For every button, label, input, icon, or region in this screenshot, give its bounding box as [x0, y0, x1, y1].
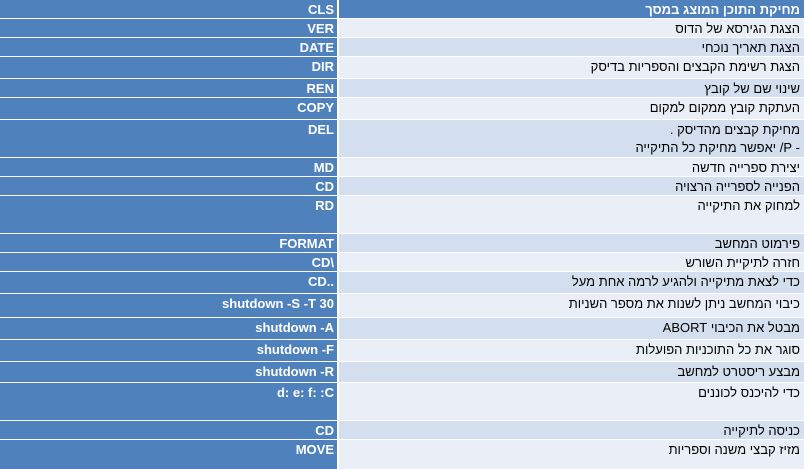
command-cell: DIR [0, 57, 337, 79]
description-cell: הצגת תאריך נוכחי [339, 38, 804, 57]
description-cell: כדי לצאת מתיקייה ולהגיע לרמה אחת מעל [339, 272, 804, 294]
description-cell: יצירת ספרייה חדשה [339, 158, 804, 177]
table-row: shutdown -A מבטל את הכיבוי ABORT [0, 318, 804, 340]
command-cell: FORMAT [0, 234, 337, 253]
description-cell: כדי להיכנס לכוננים [339, 383, 804, 421]
description-cell: מחיקת קבצים מהדיסק . - P/ יאפשר מחיקת כל… [339, 120, 804, 158]
header-command-cell: CLS [0, 0, 337, 19]
table-row: COPY העתקת קובץ ממקום למקום [0, 98, 804, 120]
table-row: MOVE מזיז קבצי משנה וספריות [0, 440, 804, 469]
command-cell: DEL [0, 120, 337, 158]
command-cell: RD [0, 196, 337, 234]
table-row: FORMAT פירמוט המחשב [0, 234, 804, 253]
description-cell: כניסה לתיקייה [339, 421, 804, 440]
table-row: VER הצגת הגירסא של הדוס [0, 19, 804, 38]
table-row: shutdown -F סוגר את כל התוכניות הפועלות [0, 340, 804, 362]
command-cell: CD.. [0, 272, 337, 294]
command-cell: REN [0, 79, 337, 98]
table-row: DEL מחיקת קבצים מהדיסק . - P/ יאפשר מחיק… [0, 120, 804, 158]
command-cell: CD [0, 421, 337, 440]
command-cell: DATE [0, 38, 337, 57]
command-cell: MOVE [0, 440, 337, 469]
description-cell: למחוק את התיקייה [339, 196, 804, 234]
command-cell: VER [0, 19, 337, 38]
table-row: CD\ חזרה לתיקיית השורש [0, 253, 804, 272]
description-cell: הצגת רשימת הקבצים והספריות בדיסק [339, 57, 804, 79]
table-row: REN שינוי שם של קובץ [0, 79, 804, 98]
table-row: shutdown -S -T 30 כיבוי המחשב ניתן לשנות… [0, 294, 804, 318]
command-cell: d: e: f: :C [0, 383, 337, 421]
table-row: CD הפנייה לספרייה הרצויה [0, 177, 804, 196]
description-line: - P/ יאפשר מחיקת כל התיקייה [635, 140, 800, 155]
table-row: MD יצירת ספרייה חדשה [0, 158, 804, 177]
description-cell: כיבוי המחשב ניתן לשנות את מספר השניות [339, 294, 804, 318]
table-row: CD כניסה לתיקייה [0, 421, 804, 440]
description-cell: חזרה לתיקיית השורש [339, 253, 804, 272]
description-cell: מזיז קבצי משנה וספריות [339, 440, 804, 469]
table-row: DIR הצגת רשימת הקבצים והספריות בדיסק [0, 57, 804, 79]
description-cell: העתקת קובץ ממקום למקום [339, 98, 804, 120]
table-row: CD.. כדי לצאת מתיקייה ולהגיע לרמה אחת מע… [0, 272, 804, 294]
command-cell: shutdown -F [0, 340, 337, 362]
description-cell: פירמוט המחשב [339, 234, 804, 253]
table-row: RD למחוק את התיקייה [0, 196, 804, 234]
description-cell: הפנייה לספרייה הרצויה [339, 177, 804, 196]
command-cell: shutdown -A [0, 318, 337, 340]
command-cell: shutdown -R [0, 362, 337, 383]
description-line: מחיקת קבצים מהדיסק . [669, 122, 800, 137]
command-cell: CD [0, 177, 337, 196]
table-row: shutdown -R מבצע ריסטרט למחשב [0, 362, 804, 383]
description-cell: שינוי שם של קובץ [339, 79, 804, 98]
header-description-cell: מחיקת התוכן המוצג במסך [339, 0, 804, 19]
description-cell: סוגר את כל התוכניות הפועלות [339, 340, 804, 362]
description-cell: מבטל את הכיבוי ABORT [339, 318, 804, 340]
description-cell: הצגת הגירסא של הדוס [339, 19, 804, 38]
table-header-row: CLS מחיקת התוכן המוצג במסך [0, 0, 804, 19]
table-row: DATE הצגת תאריך נוכחי [0, 38, 804, 57]
command-cell: CD\ [0, 253, 337, 272]
command-cell: shutdown -S -T 30 [0, 294, 337, 318]
description-cell: מבצע ריסטרט למחשב [339, 362, 804, 383]
command-cell: MD [0, 158, 337, 177]
command-cell: COPY [0, 98, 337, 120]
table-row: d: e: f: :C כדי להיכנס לכוננים [0, 383, 804, 421]
